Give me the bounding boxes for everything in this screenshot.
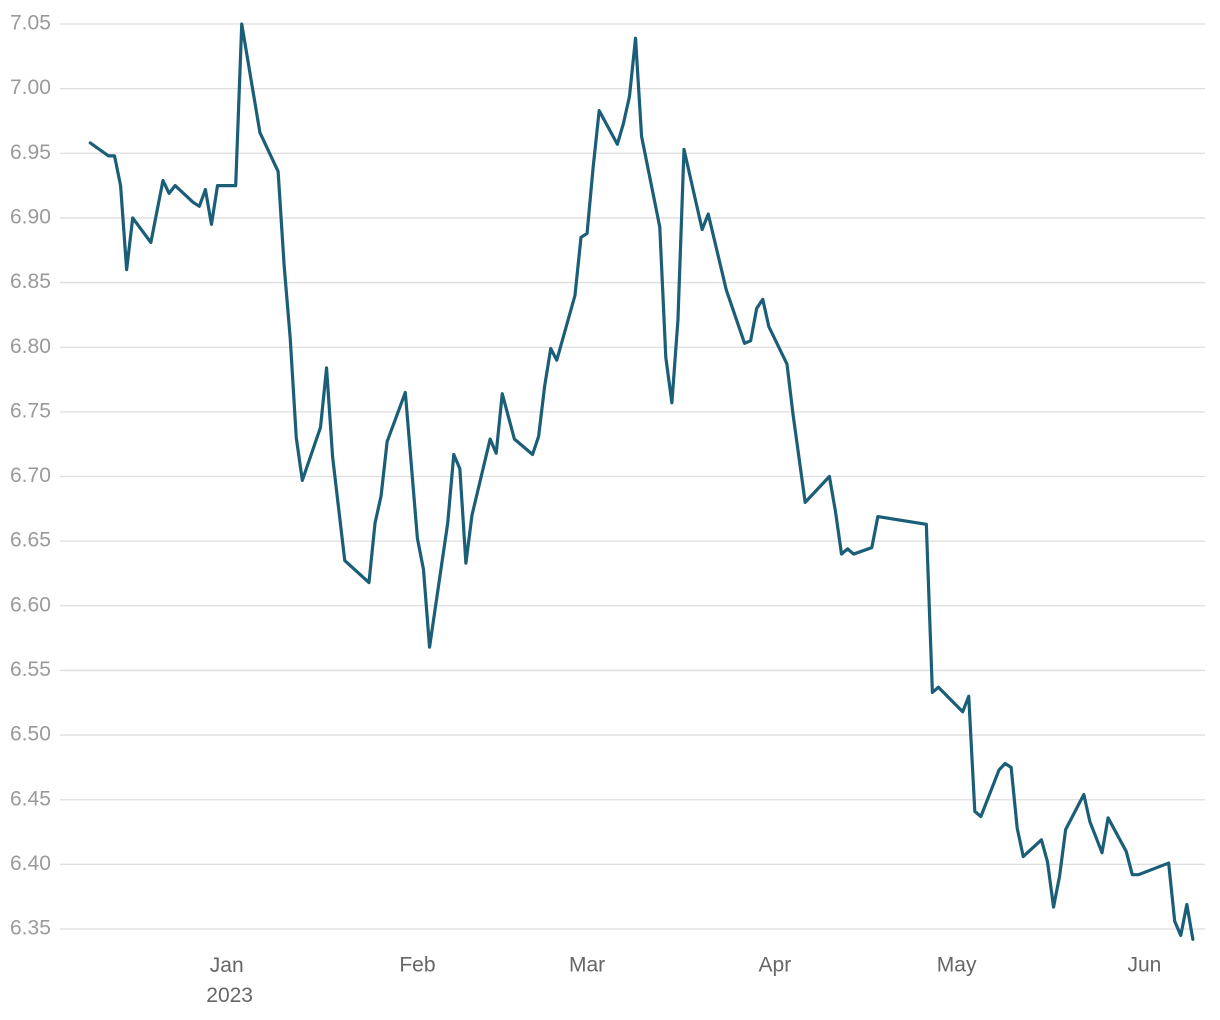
y-tick-label: 7.05 [10,12,51,35]
line-series [88,22,1195,941]
y-tick-label: 6.35 [10,917,51,940]
y-tick-label: 6.75 [10,399,51,422]
y-tick-label: 6.40 [10,852,51,875]
y-tick-label: 6.70 [10,464,51,487]
x-tick-label: Jan 2023 [206,954,253,1007]
y-tick-label: 6.90 [10,205,51,228]
x-tick-label-line: Jan [210,954,250,977]
x-tick-label: May [937,954,977,977]
y-tick-label: 6.65 [10,529,51,552]
y-tick-label: 6.95 [10,141,51,164]
x-tick-label: Jun [1127,954,1161,977]
y-tick-label: 6.50 [10,723,51,746]
y-tick-label: 6.60 [10,593,51,616]
y-tick-label: 6.55 [10,658,51,681]
x-tick-label: Mar [569,954,605,977]
y-tick-label: 7.00 [10,76,51,99]
y-tick-label: 6.85 [10,270,51,293]
y-tick-label: 6.80 [10,335,51,358]
x-tick-label: Apr [759,954,792,977]
x-tick-label: Feb [399,954,435,977]
x-tick-label-line: 2023 [206,984,253,1007]
y-tick-label: 6.45 [10,787,51,810]
